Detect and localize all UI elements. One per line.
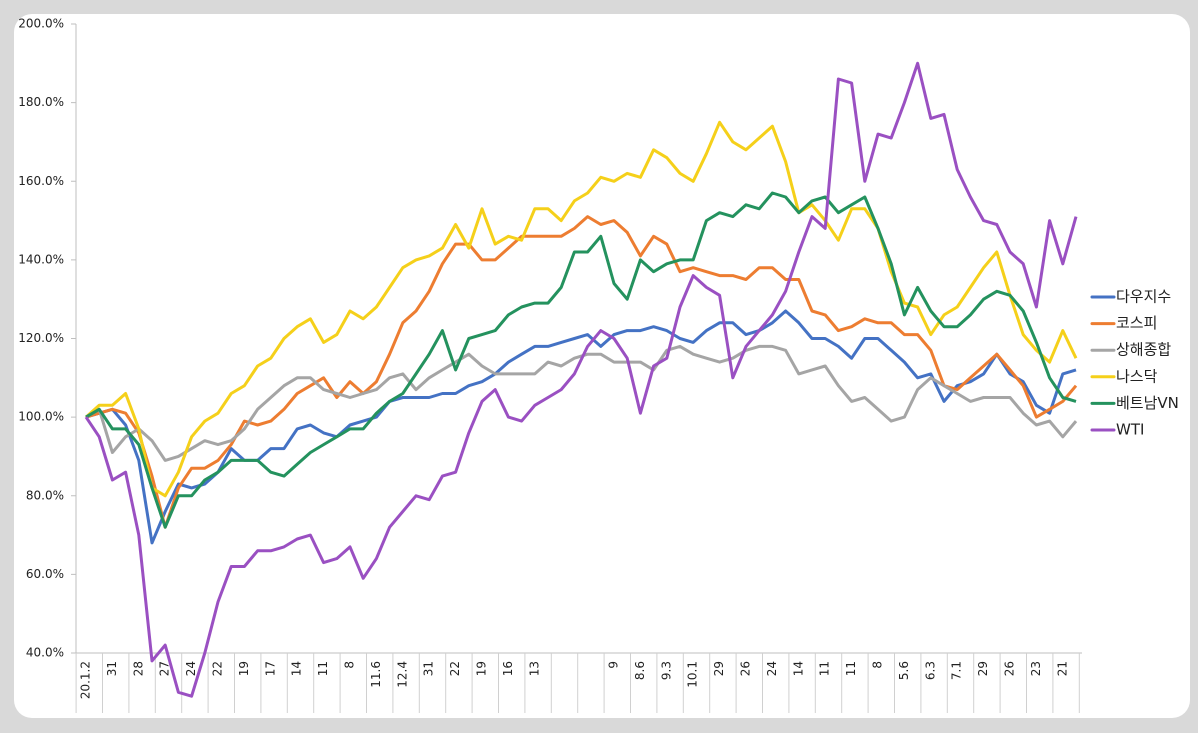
x-tick-label: 17 (263, 661, 277, 676)
x-tick-label: 8.6 (633, 661, 647, 680)
series-line (84, 61, 1078, 698)
x-tick-label: 5.6 (897, 661, 911, 680)
x-tick-label: 7.1 (950, 661, 964, 680)
x-tick-label: 31 (422, 661, 436, 676)
x-tick-label: 23 (1029, 661, 1043, 676)
series-line (85, 191, 1077, 529)
x-tick-label: 10.1 (686, 661, 700, 688)
x-tick-label: 9 (607, 661, 621, 669)
x-tick-label: 29 (976, 661, 990, 676)
y-tick-label: 60.0% (26, 567, 64, 581)
x-tick-label: 8 (343, 661, 357, 669)
legend-label: 베트남VN (1116, 394, 1179, 412)
series-line (85, 344, 1078, 462)
legend-label: 나스닥 (1116, 367, 1158, 385)
x-tick-label: 11 (316, 661, 330, 676)
chart-panel (14, 14, 1190, 718)
x-tick-label: 11.6 (369, 661, 383, 688)
plot-layer: 40.0% 60.0% 80.0% 100.0% 120.0% 140.0% 160.0% 1… (18, 17, 1179, 713)
y-tick-label: 160.0% (18, 174, 64, 188)
x-tick-label: 11 (818, 661, 832, 676)
y-tick-label: 40.0% (26, 646, 64, 660)
x-tick-label: 14 (290, 661, 304, 676)
x-tick-label: 26 (739, 661, 753, 676)
y-tick-label: 180.0% (18, 95, 64, 109)
y-tick-label: 200.0% (18, 17, 64, 31)
y-tick-label: 140.0% (18, 252, 64, 266)
y-tick-label: 120.0% (18, 331, 64, 345)
x-tick-label: 19 (237, 661, 251, 676)
x-tick-label: 31 (105, 661, 119, 676)
x-tick-label: 13 (527, 661, 541, 676)
series-line (85, 215, 1078, 529)
x-tick-label: 27 (158, 661, 172, 676)
series-line (85, 120, 1078, 498)
x-tick-label: 28 (131, 661, 145, 676)
x-tick-label: 29 (712, 661, 726, 676)
x-tick-label: 24 (765, 661, 779, 676)
x-tick-label: 24 (184, 661, 198, 676)
legend-label: WTI (1116, 421, 1144, 439)
x-tick-label: 21 (1055, 661, 1069, 676)
y-tick-label: 80.0% (26, 488, 64, 502)
x-tick-label: 8 (871, 661, 885, 669)
x-tick-label: 26 (1003, 661, 1017, 676)
x-tick-label: 14 (791, 661, 805, 676)
x-tick-label: 12.4 (395, 661, 409, 688)
y-tick-label: 100.0% (18, 410, 64, 424)
x-tick-label: 20.1.2 (79, 661, 93, 699)
legend-label: 다우지수 (1116, 288, 1171, 306)
x-tick-label: 22 (211, 661, 225, 676)
x-tick-label: 6.3 (923, 661, 937, 680)
x-tick-label: 11 (844, 661, 858, 676)
x-tick-label: 9.3 (659, 661, 673, 680)
legend-label: 코스피 (1116, 314, 1157, 332)
legend-label: 상해종합 (1116, 341, 1171, 359)
x-tick-label: 22 (448, 661, 462, 676)
x-tick-label: 19 (475, 661, 489, 676)
x-tick-label: 16 (501, 661, 515, 676)
